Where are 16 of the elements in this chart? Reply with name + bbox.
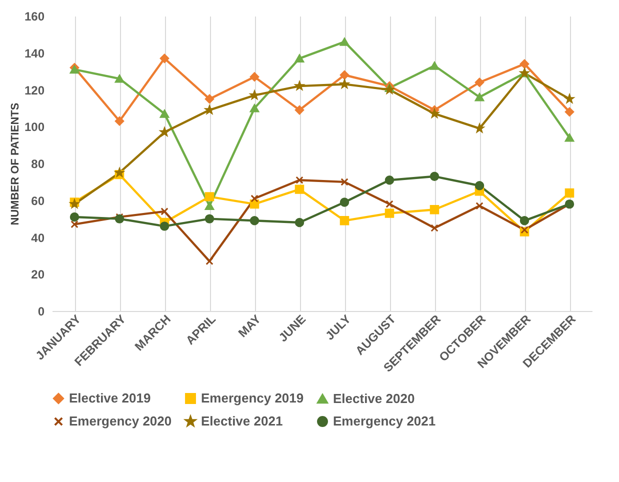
y-axis-title: NUMBER OF PATIENTS	[9, 102, 22, 226]
y-tick-label: 160	[24, 10, 45, 24]
y-tick-label: 60	[31, 194, 45, 208]
y-tick-label: 0	[38, 304, 45, 318]
legend-label: Elective 2019	[69, 390, 151, 406]
y-tick-label: 140	[24, 46, 45, 60]
y-tick-label: 40	[31, 230, 45, 245]
legend-label: Elective 2021	[201, 414, 283, 428]
legend-label: Emergency 2021	[333, 414, 436, 428]
y-tick-label: 120	[24, 83, 45, 98]
y-tick-label: 20	[31, 268, 45, 282]
legend-label: Emergency 2020	[69, 414, 172, 428]
legend-label: Emergency 2019	[201, 390, 304, 406]
legend-label: Elective 2020	[333, 390, 415, 406]
y-tick-label: 80	[31, 157, 45, 171]
y-tick-label: 100	[24, 120, 45, 134]
